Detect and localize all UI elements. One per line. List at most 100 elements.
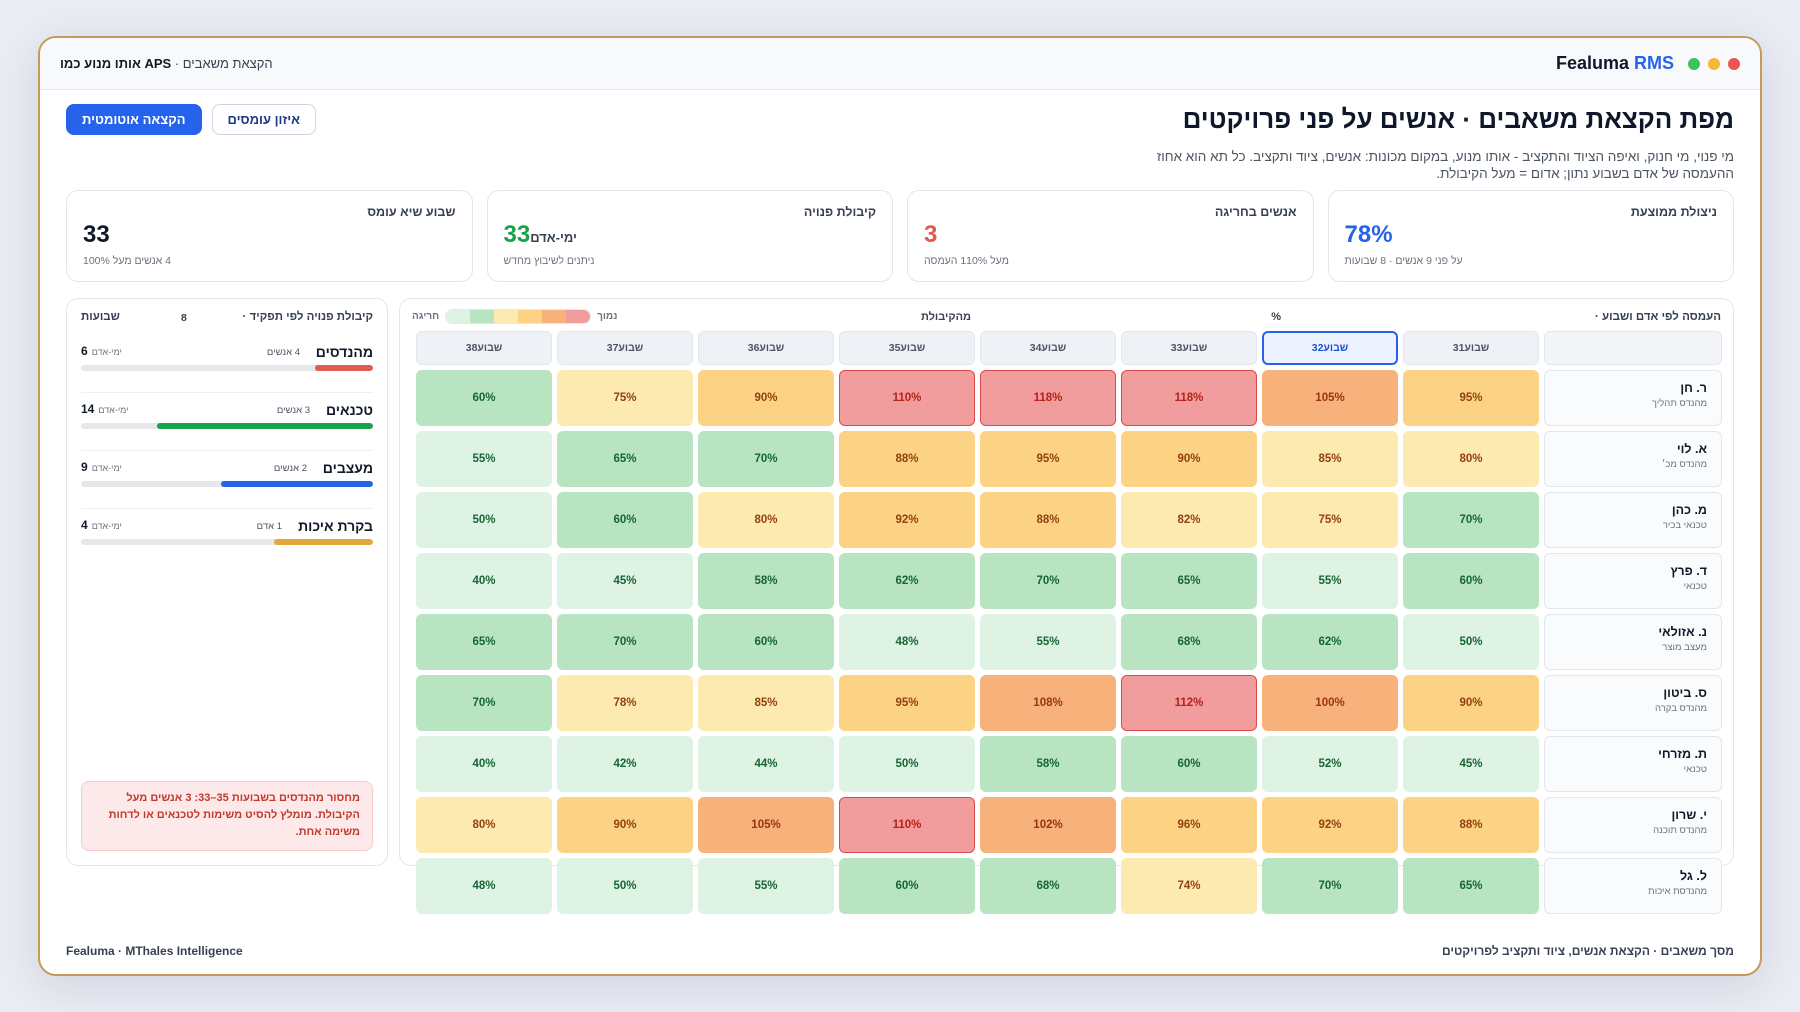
load-cell[interactable]: 85% <box>698 675 834 731</box>
load-cell[interactable]: 92% <box>1262 797 1398 853</box>
load-cell[interactable]: 92% <box>839 492 975 548</box>
load-cell[interactable]: 40% <box>416 553 552 609</box>
balance-load-button[interactable]: איזון עומסים <box>211 104 316 135</box>
load-cell[interactable]: 100% <box>1262 675 1398 731</box>
week-header[interactable]: שבוע31 <box>1403 331 1539 365</box>
person-cell[interactable]: ס. ביטון מהנדס בקרה <box>1544 675 1722 731</box>
week-header[interactable]: שבוע33 <box>1121 331 1257 365</box>
load-cell[interactable]: 110% <box>839 797 975 853</box>
load-cell[interactable]: 44% <box>698 736 834 792</box>
load-cell[interactable]: 62% <box>839 553 975 609</box>
load-cell[interactable]: 50% <box>416 492 552 548</box>
load-cell[interactable]: 52% <box>1262 736 1398 792</box>
load-cell[interactable]: 50% <box>839 736 975 792</box>
load-cell[interactable]: 62% <box>1262 614 1398 670</box>
kpi-note: 4 אנשים מעל 100% <box>83 255 172 267</box>
load-cell[interactable]: 60% <box>698 614 834 670</box>
load-cell[interactable]: 55% <box>416 431 552 487</box>
load-cell[interactable]: 118% <box>1121 370 1257 426</box>
load-cell[interactable]: 75% <box>557 370 693 426</box>
load-cell[interactable]: 95% <box>1403 370 1539 426</box>
load-cell[interactable]: 96% <box>1121 797 1257 853</box>
load-cell[interactable]: 95% <box>980 431 1116 487</box>
load-cell[interactable]: 50% <box>557 858 693 914</box>
load-cell[interactable]: 65% <box>557 431 693 487</box>
role-capacity-fill <box>273 539 373 545</box>
load-cell[interactable]: 78% <box>557 675 693 731</box>
load-cell[interactable]: 90% <box>1121 431 1257 487</box>
load-cell[interactable]: 70% <box>557 614 693 670</box>
load-cell[interactable]: 90% <box>698 370 834 426</box>
week-header[interactable]: שבוע38 <box>416 331 552 365</box>
load-cell[interactable]: 102% <box>980 797 1116 853</box>
load-cell[interactable]: 88% <box>980 492 1116 548</box>
load-cell[interactable]: 58% <box>980 736 1116 792</box>
person-cell[interactable]: י. שרון מהנדס תוכנה <box>1544 797 1722 853</box>
close-dot-icon[interactable] <box>1728 57 1740 70</box>
load-cell[interactable]: 80% <box>698 492 834 548</box>
load-cell[interactable]: 80% <box>416 797 552 853</box>
week-header[interactable]: שבוע32 <box>1262 331 1398 365</box>
load-cell[interactable]: 70% <box>416 675 552 731</box>
load-cell[interactable]: 45% <box>1403 736 1539 792</box>
load-cell[interactable]: 65% <box>416 614 552 670</box>
person-cell[interactable]: ל. גל מהנדסת איכות <box>1544 858 1722 914</box>
minimize-dot-icon[interactable] <box>1708 57 1720 70</box>
person-cell[interactable]: ר. חן מהנדס תהליך <box>1544 370 1722 426</box>
load-cell[interactable]: 58% <box>698 553 834 609</box>
load-cell[interactable]: 60% <box>1121 736 1257 792</box>
load-cell[interactable]: 60% <box>557 492 693 548</box>
load-cell[interactable]: 60% <box>1403 553 1539 609</box>
load-cell[interactable]: 70% <box>698 431 834 487</box>
load-cell[interactable]: 75% <box>1262 492 1398 548</box>
week-header[interactable]: שבוע36 <box>698 331 834 365</box>
load-cell[interactable]: 60% <box>839 858 975 914</box>
role-capacity-item[interactable]: מהנדסים 4 אנשים 6 ימי-אדם <box>81 335 373 393</box>
load-cell[interactable]: 42% <box>557 736 693 792</box>
person-cell[interactable]: ת. מזרחי טכנאי <box>1544 736 1722 792</box>
load-cell[interactable]: 68% <box>1121 614 1257 670</box>
load-cell[interactable]: 48% <box>839 614 975 670</box>
person-cell[interactable]: מ. כהן טכנאי בכיר <box>1544 492 1722 548</box>
load-cell[interactable]: 105% <box>698 797 834 853</box>
load-cell[interactable]: 108% <box>980 675 1116 731</box>
week-header[interactable]: שבוע34 <box>980 331 1116 365</box>
week-header[interactable]: שבוע37 <box>557 331 693 365</box>
auto-assign-button[interactable]: הקצאה אוטומטית <box>66 104 202 135</box>
load-cell[interactable]: 118% <box>980 370 1116 426</box>
load-cell[interactable]: 90% <box>557 797 693 853</box>
load-cell[interactable]: 68% <box>980 858 1116 914</box>
role-capacity-item[interactable]: טכנאים 3 אנשים 14 ימי-אדם <box>81 393 373 451</box>
week-header[interactable]: שבוע35 <box>839 331 975 365</box>
person-cell[interactable]: נ. אזולאי מעצב מוצר <box>1544 614 1722 670</box>
load-cell[interactable]: 65% <box>1403 858 1539 914</box>
load-cell[interactable]: 60% <box>416 370 552 426</box>
load-cell[interactable]: 88% <box>839 431 975 487</box>
load-cell[interactable]: 95% <box>839 675 975 731</box>
load-cell[interactable]: 110% <box>839 370 975 426</box>
role-capacity-item[interactable]: בקרת איכות 1 אדם 4 ימי-אדם <box>81 509 373 567</box>
load-cell[interactable]: 45% <box>557 553 693 609</box>
load-cell[interactable]: 65% <box>1121 553 1257 609</box>
role-capacity-item[interactable]: מעצבים 2 אנשים 9 ימי-אדם <box>81 451 373 509</box>
load-cell[interactable]: 70% <box>1403 492 1539 548</box>
load-cell[interactable]: 88% <box>1403 797 1539 853</box>
load-cell[interactable]: 48% <box>416 858 552 914</box>
load-cell[interactable]: 82% <box>1121 492 1257 548</box>
load-cell[interactable]: 74% <box>1121 858 1257 914</box>
load-cell[interactable]: 105% <box>1262 370 1398 426</box>
load-cell[interactable]: 112% <box>1121 675 1257 731</box>
person-cell[interactable]: א. לוי מהנדס מכ׳ <box>1544 431 1722 487</box>
load-cell[interactable]: 70% <box>1262 858 1398 914</box>
load-cell[interactable]: 50% <box>1403 614 1539 670</box>
load-cell[interactable]: 55% <box>698 858 834 914</box>
load-cell[interactable]: 85% <box>1262 431 1398 487</box>
person-cell[interactable]: ד. פרץ טכנאי <box>1544 553 1722 609</box>
maximize-dot-icon[interactable] <box>1688 57 1700 70</box>
load-cell[interactable]: 90% <box>1403 675 1539 731</box>
load-cell[interactable]: 70% <box>980 553 1116 609</box>
load-cell[interactable]: 40% <box>416 736 552 792</box>
load-cell[interactable]: 55% <box>1262 553 1398 609</box>
load-cell[interactable]: 55% <box>980 614 1116 670</box>
load-cell[interactable]: 80% <box>1403 431 1539 487</box>
